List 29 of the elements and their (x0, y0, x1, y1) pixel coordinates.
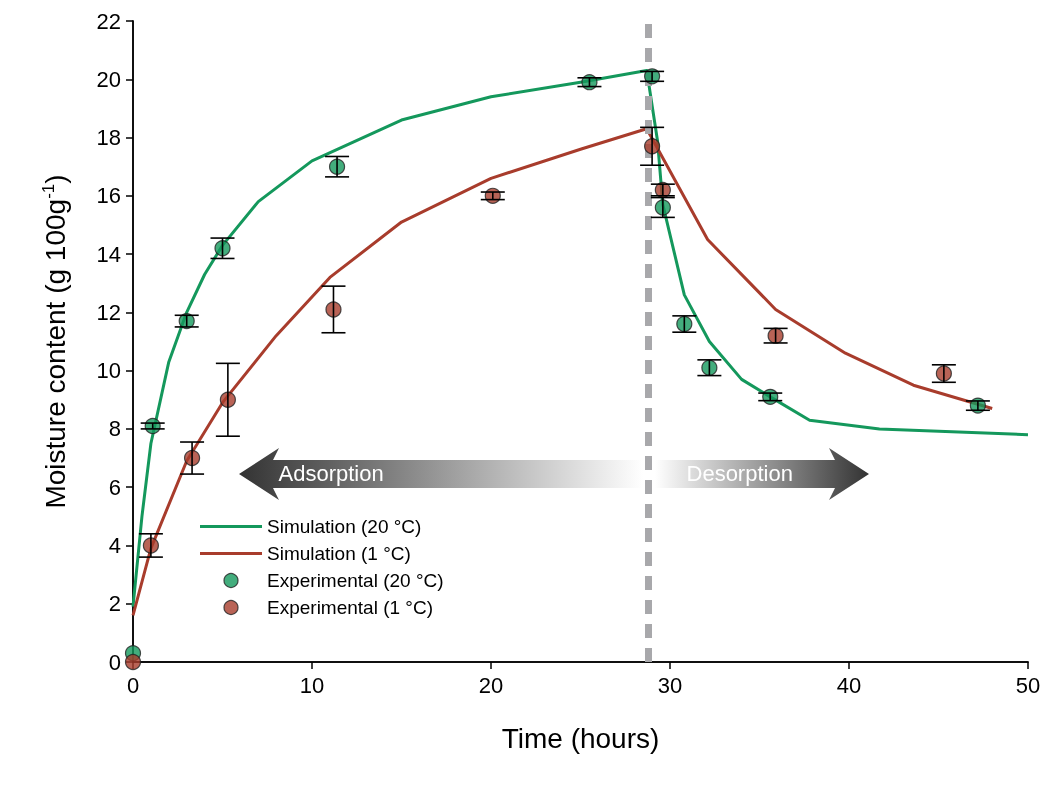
x-tick-label: 40 (836, 672, 862, 698)
legend-label: Simulation (20 °C) (267, 516, 422, 537)
legend-label: Experimental (20 °C) (267, 570, 444, 591)
x-axis-title: Time (hours) (501, 722, 660, 754)
legend-label: Experimental (1 °C) (267, 597, 433, 618)
line-series (131, 127, 994, 617)
annotation: Adsorption (278, 461, 384, 486)
x-tick-label: 10 (299, 672, 325, 698)
y-tick-label: 20 (96, 66, 121, 92)
y-tick-label: 10 (96, 358, 121, 384)
legend-label: Simulation (1 °C) (267, 543, 411, 564)
y-tick-label: 6 (108, 474, 121, 500)
y-tick-label: 18 (96, 125, 121, 151)
point (214, 240, 231, 257)
point (124, 653, 142, 671)
y-axis-title: Moisture content (g 100g-1) (39, 174, 71, 509)
y-tick-label: 2 (108, 591, 121, 617)
x-tick-label: 0 (126, 672, 140, 698)
y-tick-label: 22 (96, 8, 121, 34)
y-tick-label: 0 (108, 649, 121, 675)
y-tick-label: 14 (96, 241, 121, 267)
point (325, 301, 342, 318)
x-tick-label: 30 (657, 672, 683, 698)
y-tick-label: 4 (108, 532, 121, 558)
y-tick-label: 16 (96, 183, 121, 209)
x-tick-label: 20 (478, 672, 504, 698)
x-tick-label: 50 (1015, 672, 1041, 698)
y-tick-label: 8 (108, 416, 121, 442)
y-tick-label: 12 (96, 299, 121, 325)
